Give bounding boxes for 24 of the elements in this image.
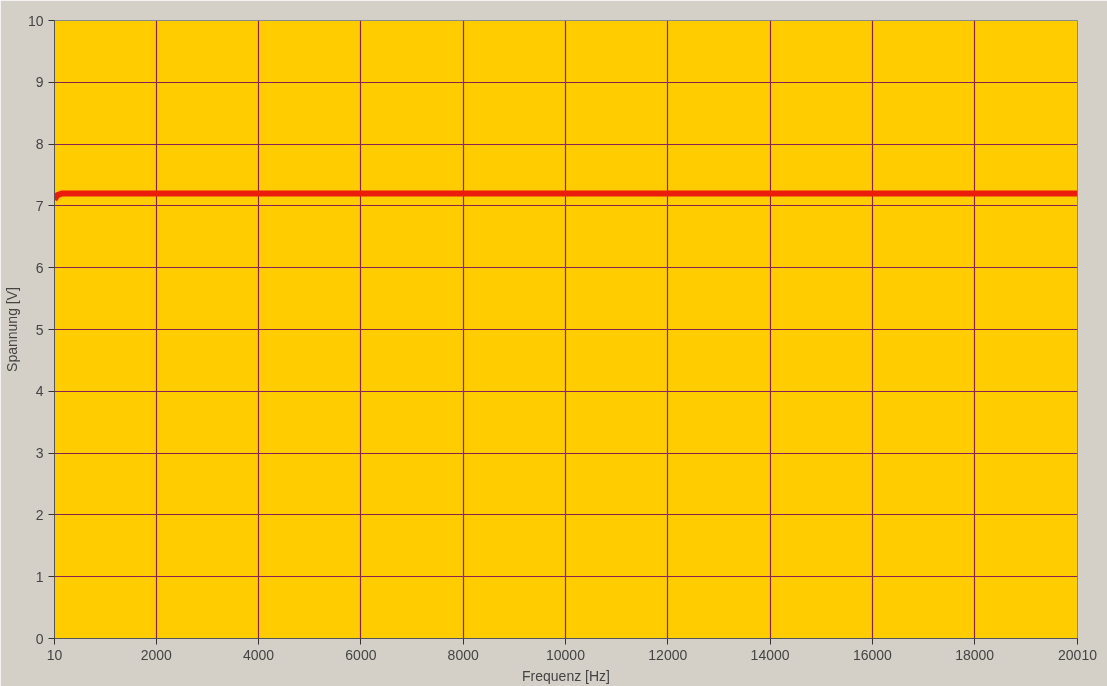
- x-tick-label: 12000: [648, 646, 688, 663]
- y-tick-label: 5: [35, 321, 44, 338]
- y-tick-label: 4: [35, 383, 44, 400]
- y-tick-label: 3: [35, 445, 44, 462]
- x-tick-label: 8000: [447, 646, 479, 663]
- y-tick-label: 1: [35, 568, 44, 585]
- x-tick-label: 4000: [243, 646, 275, 663]
- x-tick-label: 18000: [955, 646, 995, 663]
- x-tick-label: 6000: [345, 646, 377, 663]
- y-tick-label: 8: [35, 136, 44, 153]
- y-tick-label: 2: [35, 506, 44, 523]
- y-axis-title: Spannung [V]: [3, 287, 20, 372]
- x-tick-label: 20010: [1058, 646, 1098, 663]
- x-tick-label: 10000: [546, 646, 586, 663]
- y-tick-label: 9: [35, 74, 44, 91]
- x-tick-label: 10: [46, 646, 63, 663]
- x-tick-label: 16000: [852, 646, 893, 663]
- y-tick-label: 10: [27, 12, 44, 29]
- x-tick-label: 14000: [750, 646, 790, 663]
- y-tick-label: 7: [35, 197, 44, 214]
- x-axis-title: Frequenz [Hz]: [522, 667, 610, 684]
- y-tick-label: 0: [35, 630, 44, 647]
- y-tick-label: 6: [35, 259, 44, 276]
- x-tick-label: 2000: [140, 646, 173, 663]
